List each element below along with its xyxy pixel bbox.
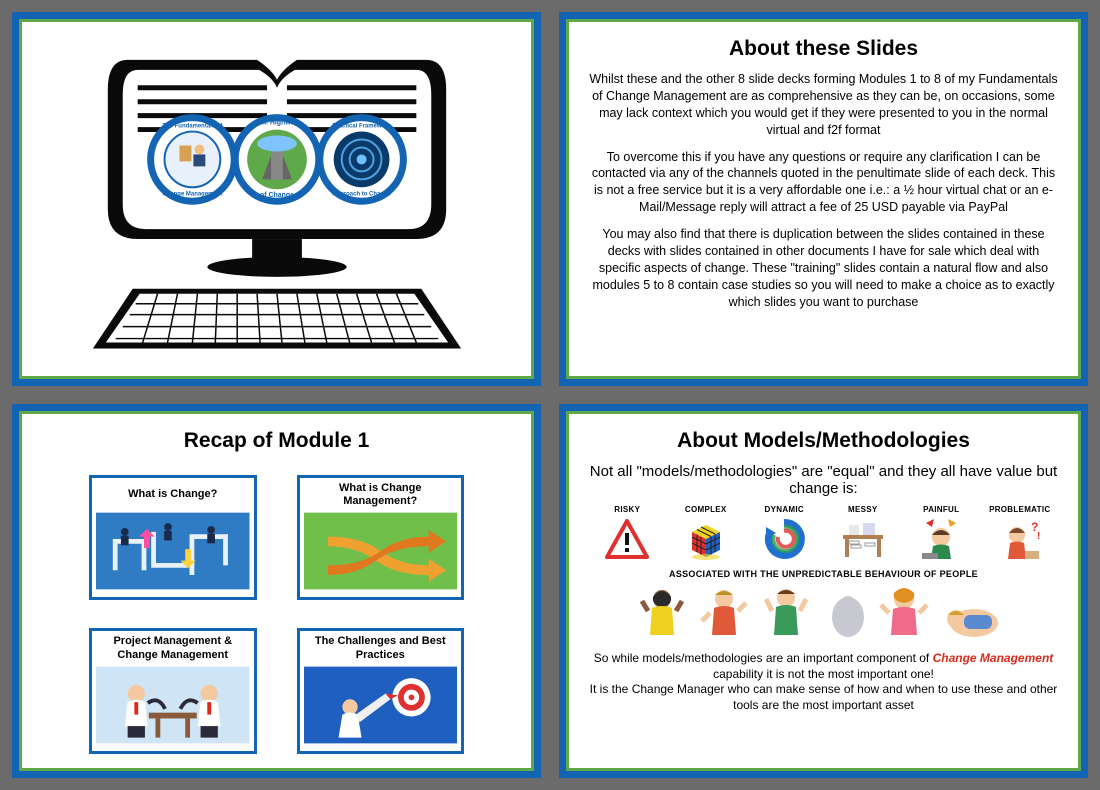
tile-art — [304, 665, 458, 745]
chip-problematic: PROBLEMATIC ?! — [983, 505, 1058, 561]
conclusion-text: capability it is not the most important … — [713, 667, 934, 681]
assoc-label: ASSOCIATED WITH THE UNPREDICTABLE BEHAVI… — [586, 569, 1061, 579]
cycle-icon — [747, 517, 822, 561]
tile-title: What is Change? — [96, 482, 250, 508]
paragraph: To overcome this if you have any questio… — [586, 149, 1061, 217]
chip-label: COMPLEX — [669, 505, 744, 514]
conclusion: So while models/methodologies are an imp… — [586, 651, 1061, 713]
chip-label: RISKY — [590, 505, 665, 514]
tile-art — [96, 665, 250, 745]
slide-body: Whilst these and the other 8 slide decks… — [586, 71, 1061, 310]
chip-label: DYNAMIC — [747, 505, 822, 514]
slide-recap: Recap of Module 1 What is Change? — [12, 404, 541, 778]
slide-logo: The Fundamentals of Change Management Th… — [12, 12, 541, 386]
paragraph: Whilst these and the other 8 slide decks… — [586, 71, 1061, 139]
chip-dynamic: DYNAMIC — [747, 505, 822, 561]
slide-subhead: Not all "models/methodologies" are "equa… — [586, 463, 1061, 497]
chip-label: PROBLEMATIC — [983, 505, 1058, 514]
svg-text:of Change: of Change — [260, 192, 294, 199]
tile-title: The Challenges and Best Practices — [304, 635, 458, 661]
computer-graphic: The Fundamentals of Change Management Th… — [39, 37, 514, 361]
frustrated-icon — [904, 517, 979, 561]
svg-text:!: ! — [1037, 531, 1040, 542]
svg-text:The Fundamentals of: The Fundamentals of — [162, 123, 222, 129]
warning-icon — [590, 517, 665, 561]
recap-tile: What is Change? — [89, 475, 257, 600]
slide-title: Recap of Module 1 — [39, 429, 514, 453]
recap-grid: What is Change? What is Change Manage — [39, 463, 514, 754]
tile-title: Project Management & Change Management — [96, 635, 250, 661]
slide-about: About these Slides Whilst these and the … — [559, 12, 1088, 386]
slide-title: About these Slides — [586, 37, 1061, 61]
chip-complex: COMPLEX — [669, 505, 744, 561]
recap-tile: The Challenges and Best Practices — [297, 628, 465, 753]
slide-title: About Models/Methodologies — [586, 429, 1061, 453]
computer-icon: The Fundamentals of Change Management Th… — [68, 40, 486, 358]
svg-text:Approach to Change: Approach to Change — [332, 191, 391, 197]
chip-row: RISKY COMPLEX DYNAMIC — [586, 505, 1061, 561]
tile-art — [304, 511, 458, 591]
chip-label: MESSY — [826, 505, 901, 514]
chip-painful: PAINFUL — [904, 505, 979, 561]
recap-tile: What is Change Management? — [297, 475, 465, 600]
conclusion-em: Change Management — [933, 651, 1054, 665]
chip-label: PAINFUL — [904, 505, 979, 514]
conclusion-text: So while models/methodologies are an imp… — [594, 651, 933, 665]
svg-text:The Highway: The Highway — [255, 119, 298, 126]
recap-tile: Project Management & Change Management — [89, 628, 257, 753]
rubiks-icon — [669, 517, 744, 561]
chip-risky: RISKY — [590, 505, 665, 561]
slide-models: About Models/Methodologies Not all "mode… — [559, 404, 1088, 778]
tile-art — [96, 511, 250, 591]
paragraph: You may also find that there is duplicat… — [586, 226, 1061, 310]
desk-icon — [826, 517, 901, 561]
tile-title: What is Change Management? — [304, 482, 458, 508]
chip-messy: MESSY — [826, 505, 901, 561]
people-icon — [634, 583, 1014, 641]
svg-text:Change Management: Change Management — [162, 191, 222, 197]
people-row — [586, 583, 1061, 641]
svg-text:Practical Framework: Practical Framework — [332, 123, 391, 129]
conclusion-text: It is the Change Manager who can make se… — [590, 682, 1058, 712]
confused-icon: ?! — [983, 517, 1058, 561]
